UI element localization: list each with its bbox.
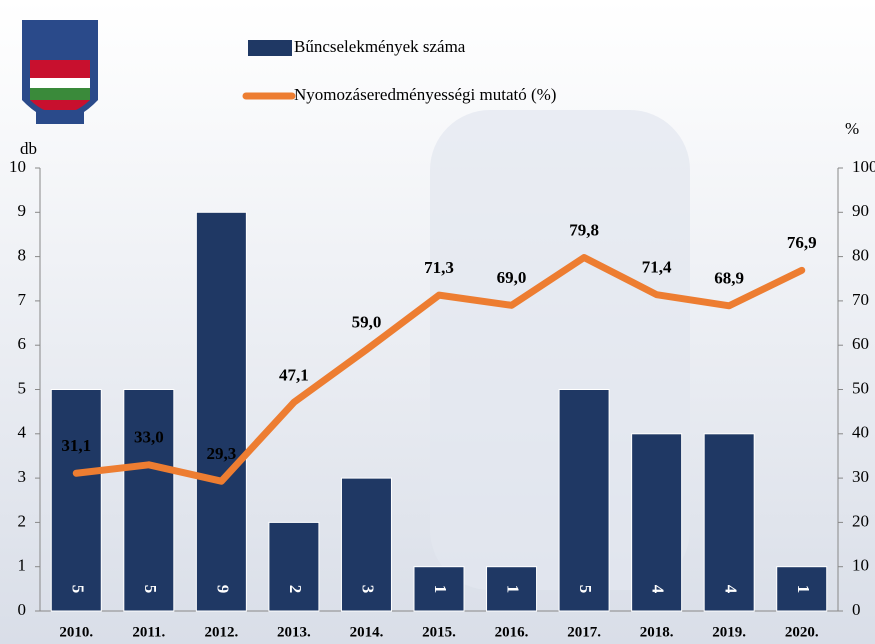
bar-value-label: 1 [431, 585, 450, 594]
line-value-label: 79,8 [569, 220, 599, 239]
bar [558, 389, 610, 612]
line-value-label: 47,1 [279, 365, 309, 384]
bar-value-label: 9 [213, 585, 232, 594]
legend-label: Nyomozáseredményességi mutató (%) [294, 85, 556, 104]
x-tick-label: 2011. [132, 624, 165, 640]
y2-tick-label: 50 [852, 378, 869, 397]
y-tick-label: 9 [18, 201, 27, 220]
bar-value-label: 5 [576, 585, 595, 594]
y-tick-label: 5 [18, 378, 27, 397]
bar-value-label: 5 [141, 585, 160, 594]
bar [776, 566, 828, 612]
bar-value-label: 4 [721, 585, 740, 594]
y2-tick-label: 60 [852, 334, 869, 353]
x-tick-label: 2012. [204, 624, 238, 640]
bar-value-label: 2 [286, 585, 305, 594]
x-tick-label: 2015. [422, 624, 456, 640]
bar [703, 433, 755, 612]
x-tick-label: 2020. [785, 624, 819, 640]
y-tick-label: 10 [9, 157, 26, 176]
y2-tick-label: 20 [852, 511, 869, 530]
bar [50, 389, 102, 612]
y2-tick-label: 0 [852, 600, 861, 619]
bar [631, 433, 683, 612]
y2-tick-label: 90 [852, 201, 869, 220]
background-building [430, 110, 690, 590]
y2-tick-label: 40 [852, 423, 869, 442]
x-tick-label: 2017. [567, 624, 601, 640]
bar [486, 566, 538, 612]
x-tick-label: 2016. [495, 624, 529, 640]
bar-value-label: 1 [794, 585, 813, 594]
y-tick-label: 8 [18, 246, 27, 265]
line-value-label: 29,3 [206, 444, 236, 463]
bar-value-label: 5 [68, 585, 87, 594]
x-tick-label: 2014. [350, 624, 384, 640]
bar [195, 211, 247, 612]
y-axis-label: db [20, 139, 37, 158]
line [72, 253, 806, 485]
y-tick-label: 6 [18, 334, 27, 353]
y2-tick-label: 80 [852, 246, 869, 265]
line-value-label: 68,9 [714, 269, 744, 288]
y2-axis-label: % [845, 119, 859, 138]
bar [413, 566, 465, 612]
x-tick-label: 2010. [59, 624, 93, 640]
y-tick-label: 3 [18, 467, 27, 486]
line-value-label: 59,0 [352, 313, 382, 332]
x-tick-label: 2018. [640, 624, 674, 640]
logo [22, 20, 98, 124]
bar-value-label: 4 [649, 585, 668, 594]
y-tick-label: 2 [18, 511, 27, 530]
bar [268, 521, 320, 612]
y-tick-label: 1 [18, 556, 27, 575]
bar-value-label: 1 [504, 585, 523, 594]
y-tick-label: 7 [18, 290, 27, 309]
line-value-label: 71,4 [642, 258, 672, 277]
y-tick-label: 0 [18, 600, 27, 619]
x-tick-label: 2019. [712, 624, 746, 640]
line-value-label: 33,0 [134, 428, 164, 447]
legend-swatch [248, 40, 292, 56]
y2-tick-label: 10 [852, 556, 869, 575]
y2-tick-label: 100 [852, 157, 875, 176]
bar [340, 477, 392, 612]
bar-value-label: 3 [359, 585, 378, 594]
line-value-label: 71,3 [424, 258, 454, 277]
legend-label: Bűncselekmények száma [294, 37, 466, 56]
line-value-label: 76,9 [787, 233, 817, 252]
line-value-label: 69,0 [497, 268, 527, 287]
y-tick-label: 4 [18, 423, 27, 442]
line-value-label: 31,1 [61, 436, 91, 455]
y2-tick-label: 70 [852, 290, 869, 309]
y2-tick-label: 30 [852, 467, 869, 486]
x-tick-label: 2013. [277, 624, 311, 640]
bar [123, 389, 175, 612]
